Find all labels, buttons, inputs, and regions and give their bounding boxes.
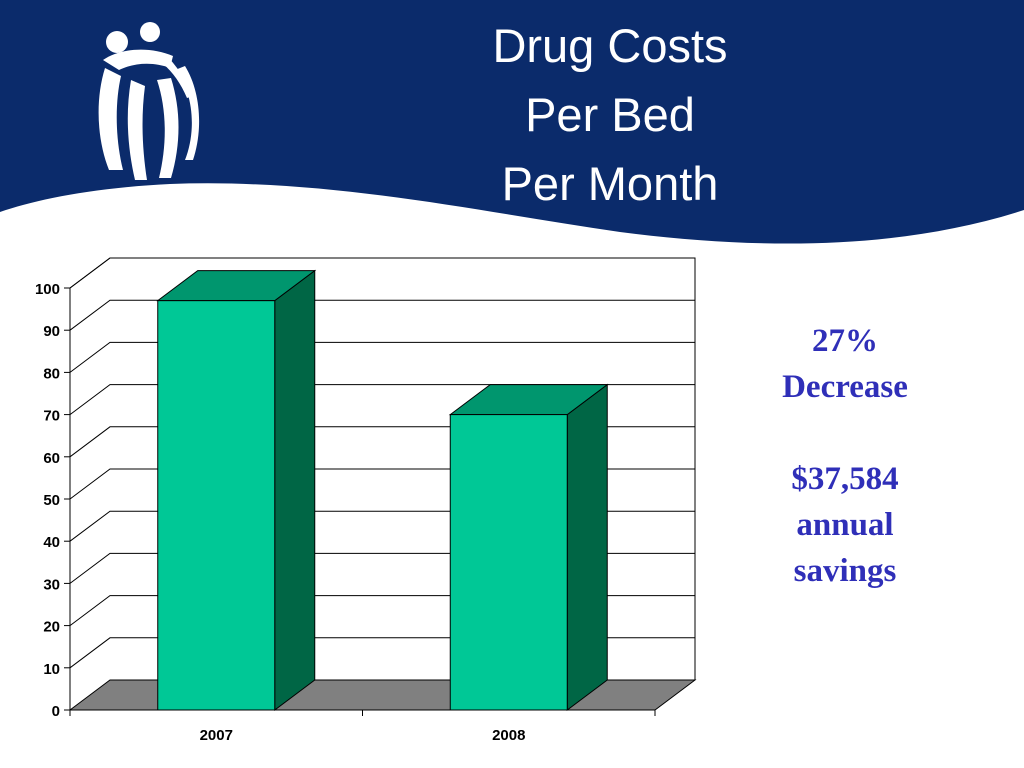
y-tick-label: 70 bbox=[43, 408, 60, 425]
bar-2008 bbox=[449, 414, 568, 711]
gridline bbox=[69, 257, 695, 289]
gridline bbox=[69, 299, 695, 331]
y-tick-label: 10 bbox=[43, 661, 60, 678]
callout-annual-label: annual bbox=[796, 507, 894, 543]
y-tick-label: 60 bbox=[43, 450, 60, 467]
x-tick-label: 2008 bbox=[492, 727, 525, 744]
y-tick-label: 20 bbox=[43, 619, 60, 636]
y-tick-label: 30 bbox=[43, 576, 60, 593]
bar-side-2008 bbox=[566, 383, 608, 711]
callout-savings-label: savings bbox=[793, 553, 897, 589]
y-tick-label: 90 bbox=[43, 323, 60, 340]
y-tick-label: 0 bbox=[52, 703, 60, 720]
x-tick-label: 2007 bbox=[200, 727, 233, 744]
title-banner bbox=[0, 0, 1024, 244]
callout-savings-amount: $37,584 bbox=[791, 461, 899, 497]
y-tick-label: 40 bbox=[43, 534, 60, 551]
savings-callout: 27% Decrease $37,584 annual savings bbox=[745, 318, 945, 594]
bar-2007 bbox=[157, 300, 276, 711]
callout-decrease-label: Decrease bbox=[782, 369, 908, 405]
y-tick-label: 80 bbox=[43, 365, 60, 382]
slide-title-line-1: Drug Costs bbox=[492, 19, 728, 72]
callout-percent: 27% bbox=[812, 323, 878, 359]
bar-side-2007 bbox=[274, 269, 316, 711]
y-tick-label: 100 bbox=[35, 281, 60, 298]
slide-title-line-3: Per Month bbox=[501, 157, 719, 210]
family-figures-logo-icon bbox=[98, 22, 200, 180]
bar-chart: 0 10 20 30 40 50 60 70 80 90 100 2007 2008 bbox=[35, 257, 697, 744]
slide-title-line-2: Per Bed bbox=[525, 88, 695, 141]
gridline bbox=[69, 341, 695, 373]
y-tick-label: 50 bbox=[43, 492, 60, 509]
